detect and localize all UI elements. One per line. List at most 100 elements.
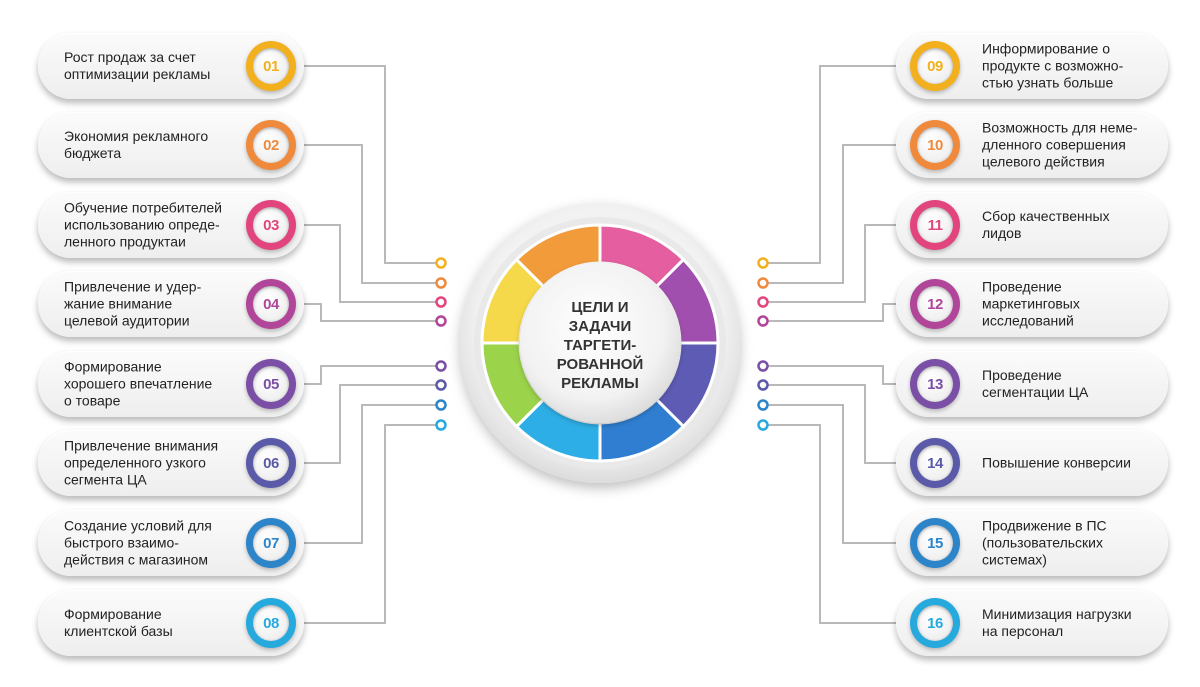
- connector-dot: [435, 257, 447, 269]
- goal-label-line: жание внимание: [64, 295, 173, 312]
- number-badge: 01: [246, 41, 296, 91]
- badge-number: 14: [917, 445, 953, 481]
- goal-label-line: дленного совершения: [982, 136, 1126, 153]
- number-badge: 02: [246, 120, 296, 170]
- goal-label-line: целевого действия: [982, 153, 1105, 170]
- center-title-line: РОВАННОЙ: [556, 355, 644, 373]
- connector-dot: [757, 379, 769, 391]
- goal-label-line: (пользовательских: [982, 534, 1103, 551]
- connector-dot: [435, 419, 447, 431]
- connector-dot: [435, 360, 447, 372]
- goal-label-line: определенного узкого: [64, 454, 206, 471]
- center-wheel: [460, 203, 740, 483]
- connector-dot: [435, 379, 447, 391]
- goal-item-14: Повышение конверсии 14: [896, 430, 1168, 496]
- goal-item-03: Обучение потребителей использованию опред…: [38, 192, 304, 258]
- connector-line: [304, 365, 436, 385]
- connector-line: [304, 144, 436, 284]
- number-badge: 13: [910, 359, 960, 409]
- connector-dot: [757, 296, 769, 308]
- badge-number: 13: [917, 366, 953, 402]
- number-badge: 04: [246, 279, 296, 329]
- badge-number: 10: [917, 127, 953, 163]
- connector-line: [768, 365, 896, 385]
- number-badge: 07: [246, 518, 296, 568]
- number-badge: 11: [910, 200, 960, 250]
- goal-item-01: Рост продаж за счет оптимизации рекламы 01: [38, 33, 304, 99]
- goal-item-07: Создание условий для быстрого взаимо-дейс…: [38, 510, 304, 576]
- goal-label-line: стью узнать больше: [982, 74, 1114, 91]
- connector-dot: [757, 315, 769, 327]
- goal-label-line: Возможность для неме-: [982, 119, 1138, 136]
- goal-label-line: Обучение потребителей: [64, 199, 222, 216]
- connector-dot: [435, 296, 447, 308]
- goal-label: Формирование клиентской базы: [64, 606, 254, 640]
- goal-label-line: Продвижение в ПС: [982, 517, 1107, 534]
- goal-label-line: ленного продуктаи: [64, 233, 186, 250]
- number-badge: 09: [910, 41, 960, 91]
- goal-label-line: действия с магазином: [64, 551, 209, 568]
- connector-dot: [757, 419, 769, 431]
- badge-number: 06: [253, 445, 289, 481]
- goal-item-10: Возможность для неме-дленного совершения…: [896, 112, 1168, 178]
- connector-lines: [304, 65, 896, 624]
- color-segments: [480, 223, 720, 463]
- number-badge: 06: [246, 438, 296, 488]
- connector-line: [304, 224, 436, 303]
- badge-number: 16: [917, 605, 953, 641]
- number-badge: 16: [910, 598, 960, 648]
- goal-item-15: Продвижение в ПС (пользовательских система…: [896, 510, 1168, 576]
- goal-label-line: хорошего впечатление: [64, 375, 213, 392]
- connector-line: [768, 65, 896, 264]
- connector-line: [304, 424, 436, 624]
- center-title-line: РЕКЛАМЫ: [561, 374, 639, 392]
- goal-label-line: Привлечение внимания: [64, 437, 219, 454]
- goal-label-line: Формирование: [64, 606, 162, 622]
- goal-label: Повышение конверсии: [982, 455, 1158, 472]
- goal-label: Минимизация нагрузки на персонал: [982, 606, 1158, 640]
- goal-label-line: целевой аудитории: [64, 312, 190, 329]
- goal-label-line: Информирование о: [982, 40, 1110, 57]
- badge-number: 09: [917, 48, 953, 84]
- goal-label-line: Сбор качественных: [982, 208, 1110, 224]
- connector-line: [768, 424, 896, 624]
- goal-label: Привлечение и удер-жание внимание целевой…: [64, 279, 254, 330]
- goal-label: Продвижение в ПС (пользовательских система…: [982, 518, 1158, 569]
- goal-item-08: Формирование клиентской базы 08: [38, 590, 304, 656]
- connector-dot: [757, 360, 769, 372]
- badge-number: 12: [917, 286, 953, 322]
- goal-item-09: Информирование о продукте с возможно-стью…: [896, 33, 1168, 99]
- goal-item-05: Формирование хорошего впечатление о товаре…: [38, 351, 304, 417]
- number-badge: 15: [910, 518, 960, 568]
- goal-label-line: использованию опреде-: [64, 216, 220, 233]
- connector-line: [768, 224, 896, 303]
- center-title-line: ЦЕЛИ И: [571, 298, 629, 316]
- connector-line: [304, 303, 436, 322]
- number-badge: 08: [246, 598, 296, 648]
- goal-item-12: Проведение маркетинговых исследований 12: [896, 271, 1168, 337]
- connector-dot: [435, 277, 447, 289]
- goal-item-02: Экономия рекламного бюджета 02: [38, 112, 304, 178]
- connector-dot: [757, 277, 769, 289]
- goal-label-line: Создание условий для: [64, 517, 212, 534]
- connector-line: [768, 384, 896, 464]
- badge-number: 01: [253, 48, 289, 84]
- connector-line: [304, 404, 436, 544]
- badge-number: 05: [253, 366, 289, 402]
- goal-label-line: Повышение конверсии: [982, 454, 1131, 471]
- connector-dot: [757, 257, 769, 269]
- goal-label-line: клиентской базы: [64, 623, 173, 639]
- goal-item-11: Сбор качественных лидов 11: [896, 192, 1168, 258]
- connector-line: [304, 384, 436, 464]
- number-badge: 10: [910, 120, 960, 170]
- goal-label-line: о товаре: [64, 392, 121, 409]
- goal-item-06: Привлечение внимания определенного узкого…: [38, 430, 304, 496]
- goal-label-line: продукте с возможно-: [982, 57, 1124, 74]
- connector-dot: [757, 399, 769, 411]
- goal-label: Привлечение внимания определенного узкого…: [64, 438, 254, 489]
- goal-label-line: системах): [982, 551, 1047, 568]
- goal-label: Рост продаж за счет оптимизации рекламы: [64, 49, 254, 83]
- goal-label: Экономия рекламного бюджета: [64, 128, 254, 162]
- number-badge: 14: [910, 438, 960, 488]
